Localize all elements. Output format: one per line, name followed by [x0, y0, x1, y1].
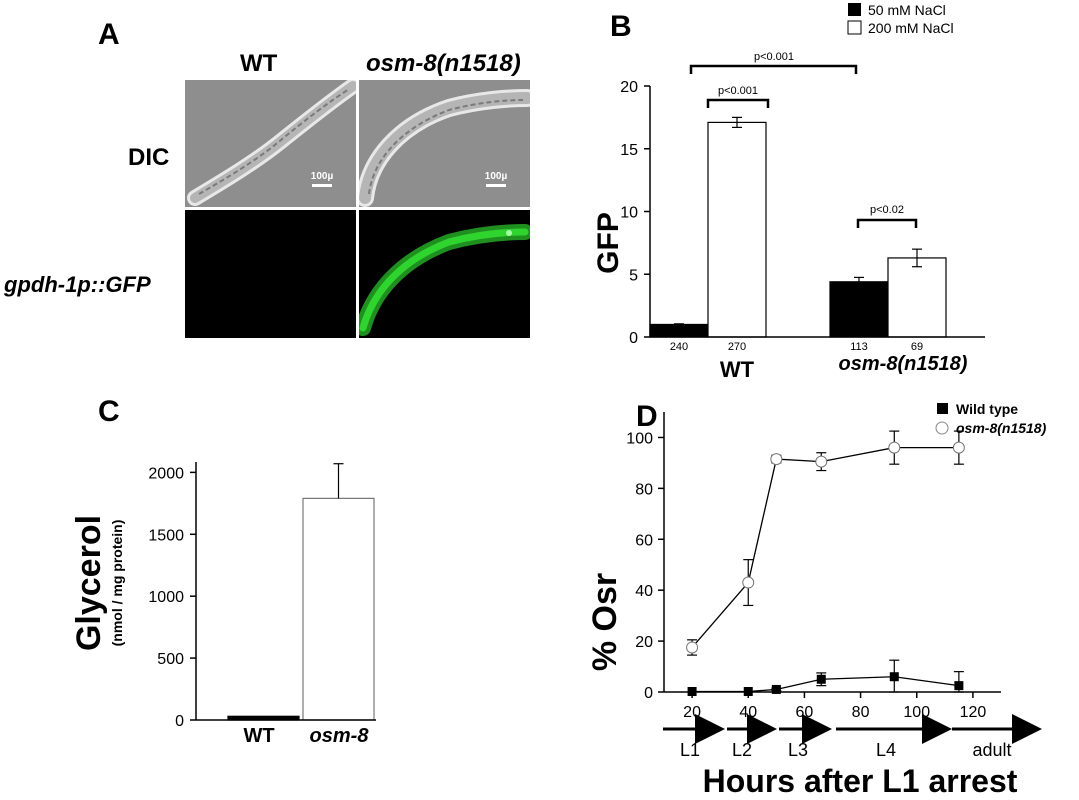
scale-bar-label-wt: 100µ — [311, 171, 334, 182]
legend-swatch-200mm — [847, 20, 862, 35]
category-label-osm8: osm-8 — [310, 725, 370, 747]
stage-label-adult: adult — [972, 740, 1011, 760]
significance-label-wt: p<0.001 — [718, 85, 758, 97]
scale-bar-label-mutant: 100µ — [485, 171, 508, 182]
column-label-wt: WT — [240, 50, 278, 77]
legend-swatch-50mm — [848, 3, 861, 16]
bar-200mm-1 — [887, 257, 947, 338]
column-label-mutant: osm-8(n1518) — [366, 50, 521, 77]
x-tick-label: 80 — [852, 704, 870, 721]
row-label-gfp-reporter: gpdh-1p::GFP — [4, 272, 151, 297]
stage-label-l4: L4 — [876, 740, 896, 760]
x-tick-label: 100 — [903, 704, 930, 721]
bar-50mm-1 — [829, 281, 889, 338]
significance-bracket-top — [689, 64, 858, 74]
y-axis-sublabel: (nmol / mg protein) — [109, 520, 125, 647]
bar-50mm-0 — [649, 323, 709, 338]
y-tick-label: 60 — [635, 532, 653, 549]
y-tick-label: 0 — [629, 330, 638, 347]
category-label-wt: WT — [243, 725, 274, 747]
gfp-bar-chart: 50 mM NaCl 200 mM NaCl GFP 0 5 10 15 20 240 2… — [592, 2, 985, 382]
dic-image-wt: 100µ — [185, 80, 356, 207]
significance-bracket-wt — [706, 98, 770, 108]
row-label-dic: DIC — [128, 144, 170, 171]
group-label-mutant: osm-8(n1518) — [839, 353, 968, 375]
panel-d-letter: D — [636, 400, 658, 433]
stage-label-l1: L1 — [680, 740, 700, 760]
data-point-osm8 — [952, 441, 965, 454]
x-axis-label: Hours after L1 arrest — [703, 763, 1018, 799]
y-tick-label: 0 — [175, 713, 184, 730]
dic-image-mutant: 100µ — [359, 80, 530, 207]
data-point-wild-type — [889, 672, 899, 682]
y-tick-label: 1000 — [148, 589, 184, 606]
y-axis-label: GFP — [592, 212, 625, 274]
sample-size-label: 69 — [911, 341, 923, 353]
x-tick-label: 120 — [960, 704, 987, 721]
data-point-osm8 — [888, 441, 901, 454]
y-tick-label: 20 — [620, 79, 638, 96]
data-point-osm8 — [742, 576, 755, 589]
y-tick-label: 1500 — [148, 527, 184, 544]
sample-size-label: 240 — [670, 341, 688, 353]
legend-label-osm8: osm-8(n1518) — [956, 420, 1047, 436]
data-point-wild-type — [816, 674, 826, 684]
sample-size-label: 270 — [728, 341, 746, 353]
panel-a-letter: A — [98, 18, 120, 51]
y-tick-label: 100 — [626, 430, 653, 447]
series-line-1 — [691, 446, 959, 648]
y-tick-label: 15 — [620, 142, 638, 159]
osr-line-chart: Wild type osm-8(n1518) % Osr 0 20 40 60 80 10… — [586, 401, 1047, 799]
glycerol-bar-chart: Glycerol (nmol / mg protein) 0 500 1000 150… — [70, 462, 376, 747]
gfp-image-wt — [185, 210, 356, 338]
significance-label-mutant: p<0.02 — [870, 204, 904, 216]
bar-osm-8 — [302, 497, 375, 721]
y-tick-label: 2000 — [148, 465, 184, 482]
bar-200mm-0 — [707, 121, 767, 338]
y-tick-label: 5 — [629, 267, 638, 284]
y-axis-label: Glycerol — [70, 515, 108, 651]
panel-c-letter: C — [98, 395, 120, 428]
panel-b-letter: B — [610, 10, 632, 43]
significance-bracket-mutant — [856, 218, 918, 228]
sample-size-label: 113 — [850, 341, 868, 353]
legend-label-200mm: 200 mM NaCl — [868, 20, 954, 36]
x-tick-label: 20 — [683, 704, 701, 721]
y-tick-label: 20 — [635, 634, 653, 651]
y-tick-label: 10 — [620, 205, 638, 222]
x-tick-label: 40 — [739, 704, 757, 721]
legend-marker-osm8 — [935, 421, 949, 435]
data-point-wild-type — [954, 681, 964, 691]
legend-marker-wild-type — [937, 403, 948, 414]
stage-label-l3: L3 — [788, 740, 808, 760]
group-label-wt: WT — [720, 357, 755, 382]
significance-label-top: p<0.001 — [754, 51, 794, 63]
gfp-image-mutant — [359, 210, 530, 338]
data-point-wild-type — [771, 684, 781, 694]
y-tick-label: 40 — [635, 583, 653, 600]
x-tick-label: 60 — [796, 704, 814, 721]
legend-label-wild-type: Wild type — [956, 401, 1018, 417]
y-tick-label: 500 — [157, 651, 184, 668]
legend-label-50mm: 50 mM NaCl — [868, 2, 946, 18]
y-tick-label: 80 — [635, 481, 653, 498]
y-tick-label: 0 — [644, 685, 653, 702]
y-axis-label: % Osr — [586, 573, 624, 671]
data-point-osm8 — [770, 453, 783, 466]
data-point-osm8 — [686, 641, 699, 654]
stage-label-l2: L2 — [732, 740, 752, 760]
data-point-osm8 — [815, 455, 828, 468]
